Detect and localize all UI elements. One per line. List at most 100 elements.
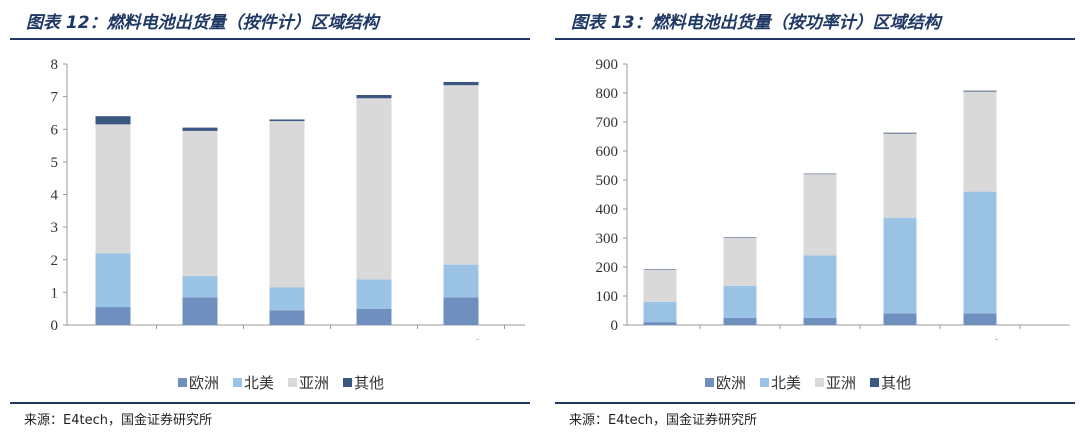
bar-segment — [269, 310, 305, 325]
bar-segment — [723, 238, 757, 286]
bar-segment — [963, 90, 997, 92]
legend-item: 其他 — [343, 372, 384, 393]
legend-swatch — [815, 378, 825, 387]
bar-segment — [803, 174, 837, 256]
legend-item: 其他 — [870, 372, 911, 393]
bar-segment — [95, 253, 131, 308]
y-tick-label: 6 — [51, 122, 59, 138]
legend-label: 欧洲 — [716, 374, 747, 392]
bar-segment — [803, 173, 837, 175]
source-note: 来源：E4tech，国金证券研究所 — [24, 413, 212, 428]
y-tick-label: 100 — [596, 289, 619, 305]
x-tick-label: 2018f — [963, 338, 998, 340]
y-tick-label: 8 — [51, 57, 59, 73]
y-tick-label: 700 — [596, 115, 619, 131]
title-divider — [10, 38, 530, 40]
y-tick-label: 600 — [596, 144, 619, 160]
bar-segment — [443, 81, 479, 86]
legend-label: 北美 — [244, 374, 275, 392]
bar-segment — [443, 297, 479, 325]
y-tick-label: 500 — [596, 173, 619, 189]
x-tick-label: 2014 — [98, 338, 129, 340]
bar-segment — [803, 255, 837, 318]
legend-item: 亚洲 — [815, 372, 856, 393]
x-tick-label: 2018f — [444, 338, 479, 340]
bar-segment — [182, 297, 218, 325]
bar-segment — [95, 116, 131, 125]
x-tick-label: 2014 — [645, 338, 676, 340]
bar-segment — [963, 313, 997, 325]
legend-item: 北美 — [233, 372, 274, 393]
x-tick-label: 2017 — [359, 338, 390, 340]
bar-segment — [803, 317, 837, 325]
x-tick-label: 2016 — [805, 338, 836, 340]
chart-title: 图表 12：燃料电池出货量（按件计）区域结构 — [26, 13, 379, 33]
y-tick-label: 0 — [51, 318, 59, 334]
bar-segment — [269, 287, 305, 311]
legend-item: 欧洲 — [178, 372, 219, 393]
bar-segment — [963, 191, 997, 314]
y-tick-label: 4 — [51, 188, 59, 204]
bar-segment — [723, 285, 757, 318]
legend-swatch — [760, 378, 770, 387]
y-tick-label: 400 — [596, 202, 619, 218]
legend-label: 亚洲 — [826, 374, 857, 392]
y-tick-label: 900 — [596, 57, 619, 73]
x-tick-label: 2015 — [725, 338, 755, 340]
chart-legend: 欧洲 北美 亚洲 其他 — [705, 372, 911, 393]
bar-segment — [723, 317, 757, 325]
y-tick-label: 0 — [611, 318, 619, 334]
source-divider — [555, 402, 1075, 404]
y-tick-label: 2 — [51, 253, 59, 269]
bar-segment — [443, 85, 479, 265]
x-tick-label: 2017 — [885, 338, 916, 340]
bar-chart-units: 0 1 2 3 4 5 6 7 8 2014 2015 2016 2017 2018f — [51, 57, 525, 340]
bar-segment — [182, 130, 218, 277]
source-note: 来源：E4tech，国金证券研究所 — [569, 413, 757, 428]
bar-segment — [356, 279, 392, 309]
chart-title: 图表 13：燃料电池出货量（按功率计）区域结构 — [571, 13, 941, 33]
legend-item: 欧洲 — [705, 372, 746, 393]
legend-item: 亚洲 — [288, 372, 329, 393]
bar-segment — [883, 313, 917, 325]
legend-swatch — [288, 378, 298, 387]
bar-segment — [356, 308, 392, 325]
bar-segment — [269, 121, 305, 288]
bar-segment — [883, 133, 917, 218]
bar-segment — [182, 276, 218, 298]
bar-segment — [643, 269, 677, 270]
bar-chart-power: 0 100 200 300 400 500 600 700 800 900 2014 2015 2016… — [596, 57, 1070, 340]
x-tick-label: 2015 — [185, 338, 215, 340]
bar-segment — [883, 217, 917, 314]
bar-segment — [643, 322, 677, 325]
legend-label: 亚洲 — [299, 374, 330, 392]
legend-swatch — [343, 378, 353, 387]
chart-panel-units: 图表 12：燃料电池出货量（按件计）区域结构 0 1 2 3 4 5 6 7 8 2014 2015… — [10, 0, 530, 435]
bar-segment — [643, 301, 677, 323]
y-tick-label: 3 — [51, 220, 59, 236]
bar-segment — [723, 237, 757, 238]
y-tick-label: 1 — [51, 285, 59, 301]
bar-segment — [95, 124, 131, 254]
y-tick-label: 7 — [51, 90, 59, 106]
chart-panel-power: 图表 13：燃料电池出货量（按功率计）区域结构 0 100 200 300 400 500… — [555, 0, 1075, 435]
legend-label: 北美 — [771, 374, 802, 392]
bar-segment — [182, 127, 218, 131]
legend-item: 北美 — [760, 372, 801, 393]
legend-label: 其他 — [354, 374, 385, 392]
y-tick-label: 300 — [596, 231, 619, 247]
title-divider — [555, 38, 1075, 40]
legend-swatch — [870, 378, 880, 387]
bar-segment — [643, 269, 677, 302]
y-tick-label: 800 — [596, 86, 619, 102]
source-divider — [10, 402, 530, 404]
bar-segment — [356, 94, 392, 99]
legend-swatch — [705, 378, 714, 387]
legend-label: 其他 — [881, 374, 912, 392]
bar-segment — [356, 98, 392, 280]
bar-segment — [963, 91, 997, 192]
chart-legend: 欧洲 北美 亚洲 其他 — [178, 372, 384, 393]
bar-segment — [883, 132, 917, 134]
bar-segment — [269, 119, 305, 122]
bar-segment — [95, 307, 131, 325]
